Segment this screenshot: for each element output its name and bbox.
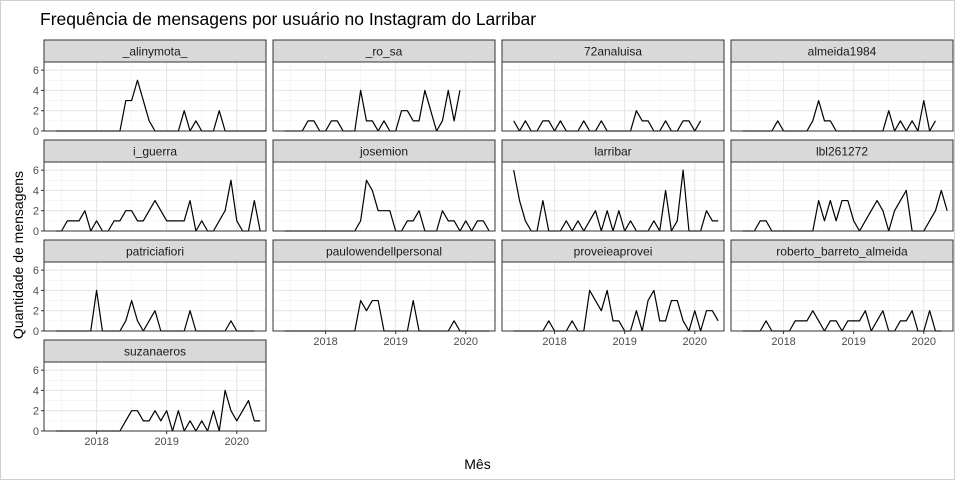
facet-panel-roberto-barreto-almeida (731, 262, 953, 331)
facet-label-proveieaprovei: proveieaprovei (574, 245, 653, 259)
y-tick-label: 6 (33, 65, 39, 77)
facet-border (43, 61, 267, 132)
series-line-larribar (513, 169, 719, 232)
facet-border (43, 261, 267, 332)
y-tick-label: 4 (33, 85, 39, 97)
y-tick-label: 4 (33, 385, 39, 397)
facet-panel-paulowendellpersonal (273, 262, 495, 331)
facet-label-larribar: larribar (594, 145, 631, 159)
facet-border (43, 361, 267, 432)
facet-border (501, 161, 725, 232)
y-tick-label: 0 (33, 226, 39, 238)
facet-border (272, 261, 496, 332)
x-tick-label: 2019 (154, 436, 178, 448)
facet-panel-lbl261272 (731, 162, 953, 231)
x-axis-label: Mês (464, 456, 491, 472)
y-tick-label: 2 (33, 306, 39, 318)
facet-label-alinymota: _alinymota_ (122, 45, 188, 59)
facet-border (501, 61, 725, 132)
x-tick-label: 2020 (683, 336, 707, 348)
series-line-ro-sa (284, 89, 461, 132)
facet-label-suzanaeros: suzanaeros (124, 345, 186, 359)
facet-panel-suzanaeros (44, 362, 266, 431)
x-tick-label: 2019 (841, 336, 865, 348)
y-tick-label: 4 (33, 285, 39, 297)
y-tick-label: 2 (33, 406, 39, 418)
facet-border (730, 61, 954, 132)
facet-label-patriciafiori: patriciafiori (126, 245, 184, 259)
facet-panel-72analuisa (502, 62, 724, 131)
y-tick-label: 2 (33, 106, 39, 118)
facet-border (43, 161, 267, 232)
x-tick-label: 2019 (383, 336, 407, 348)
facet-label-paulowendellpersonal: paulowendellpersonal (326, 245, 442, 259)
x-tick-label: 2020 (454, 336, 478, 348)
facet-border (272, 61, 496, 132)
series-line-proveieaprovei (513, 289, 719, 332)
facet-panel-ro-sa (273, 62, 495, 131)
facet-border (730, 261, 954, 332)
facet-label-roberto-barreto-almeida: roberto_barreto_almeida (776, 245, 908, 259)
facet-label-josemion: josemion (359, 145, 408, 159)
y-tick-label: 6 (33, 265, 39, 277)
y-tick-label: 6 (33, 365, 39, 377)
facet-label-72analuisa: 72analuisa (584, 45, 642, 59)
chart-title: Frequência de mensagens por usuário no I… (40, 9, 537, 29)
y-tick-label: 0 (33, 126, 39, 138)
facet-label-almeida1984: almeida1984 (808, 45, 877, 59)
facet-label-ro-sa: _ro_sa (365, 45, 403, 59)
facet-border (501, 261, 725, 332)
facet-border (730, 161, 954, 232)
y-tick-label: 2 (33, 206, 39, 218)
x-tick-label: 2018 (313, 336, 337, 348)
x-tick-label: 2019 (612, 336, 636, 348)
y-tick-label: 4 (33, 185, 39, 197)
y-tick-label: 6 (33, 165, 39, 177)
facet-panel-i-guerra (44, 162, 266, 231)
x-tick-label: 2018 (771, 336, 795, 348)
facet-border (272, 161, 496, 232)
x-tick-label: 2020 (912, 336, 936, 348)
facet-panel-patriciafiori (44, 262, 266, 331)
y-tick-label: 0 (33, 426, 39, 438)
x-tick-label: 2018 (542, 336, 566, 348)
x-tick-label: 2020 (225, 436, 249, 448)
facet-panel-almeida1984 (731, 62, 953, 131)
facet-panel-alinymota (44, 62, 266, 131)
facet-label-lbl261272: lbl261272 (816, 145, 868, 159)
facet-label-i-guerra: i_guerra (133, 145, 177, 159)
series-line-i-guerra (55, 179, 261, 232)
y-tick-label: 0 (33, 326, 39, 338)
x-tick-label: 2018 (84, 436, 108, 448)
facet-panel-josemion (273, 162, 495, 231)
